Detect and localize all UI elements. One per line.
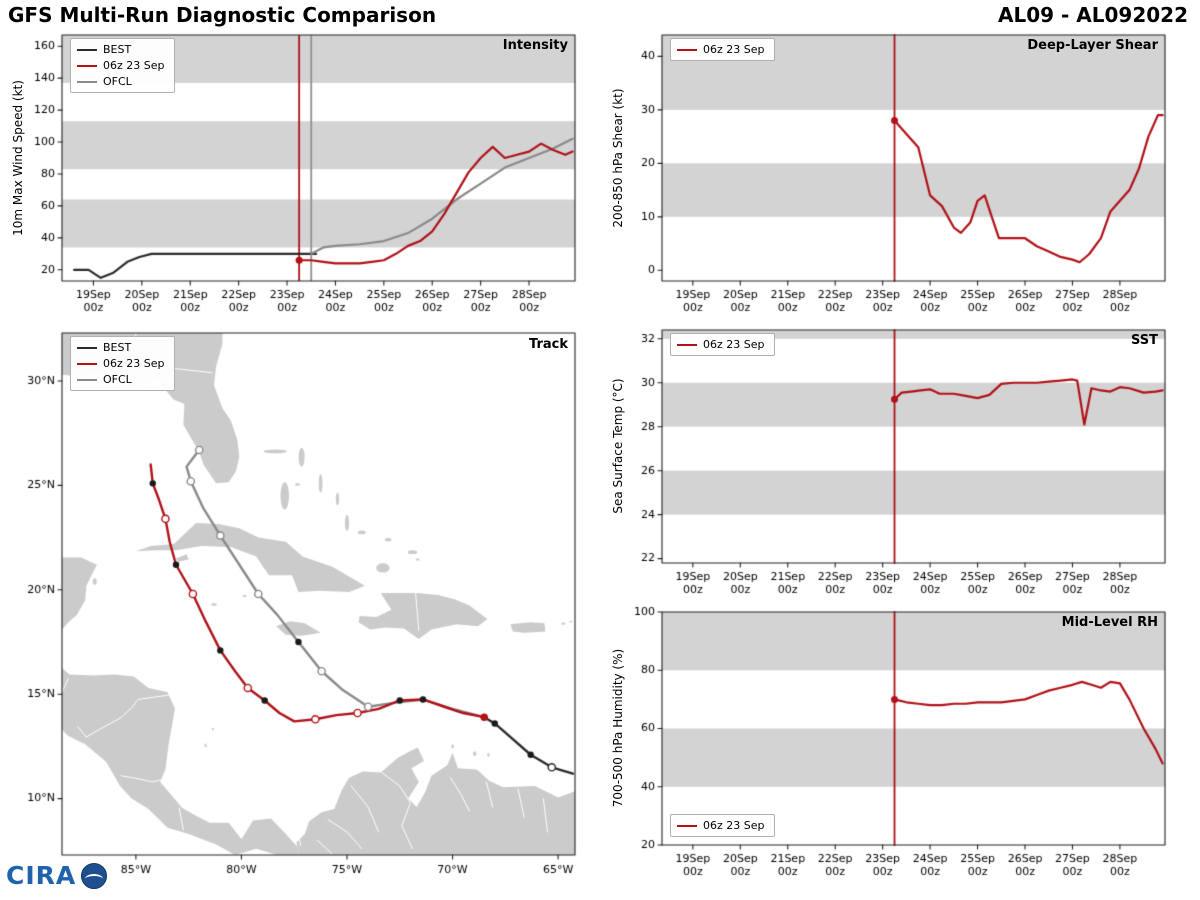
intensity-y-axis-label: 10m Max Wind Speed (kt) <box>11 80 25 236</box>
ofcl-line-swatch <box>77 378 97 381</box>
model-line-swatch <box>677 343 697 346</box>
legend-label-model: 06z 23 Sep <box>703 43 765 56</box>
intensity-legend: BEST 06z 23 Sep OFCL <box>70 38 175 93</box>
storm-id: AL09 - AL092022 <box>998 3 1188 27</box>
rh-y-axis-label: 700-500 hPa Humidity (%) <box>611 648 625 808</box>
sst-y-axis-label: Sea Surface Temp (°C) <box>611 378 625 514</box>
ofcl-line-swatch <box>77 80 97 83</box>
rh-panel-title: Mid-Level RH <box>1061 615 1158 630</box>
shear-legend: 06z 23 Sep <box>670 38 775 61</box>
legend-label-best: BEST <box>103 341 132 354</box>
legend-item-model: 06z 23 Sep <box>77 58 165 73</box>
model-line-swatch <box>677 48 697 51</box>
sst-panel-title: SST <box>1130 333 1158 348</box>
legend-item-best: BEST <box>77 42 165 57</box>
legend-item-model: 06z 23 Sep <box>77 356 165 371</box>
best-line-swatch <box>77 48 97 51</box>
model-line-swatch <box>77 362 97 365</box>
model-line-swatch <box>677 824 697 827</box>
legend-item-best: BEST <box>77 340 165 355</box>
cira-logo-text: CIRA <box>6 861 77 890</box>
model-line-swatch <box>77 64 97 67</box>
track-panel-title: Track <box>529 337 568 352</box>
best-line-swatch <box>77 346 97 349</box>
cira-globe-icon <box>81 862 108 889</box>
track-legend: BEST 06z 23 Sep OFCL <box>70 336 175 391</box>
legend-label-ofcl: OFCL <box>103 373 132 386</box>
rh-legend: 06z 23 Sep <box>670 814 775 837</box>
legend-label-model: 06z 23 Sep <box>703 819 765 832</box>
legend-label-model: 06z 23 Sep <box>103 59 165 72</box>
page-title: GFS Multi-Run Diagnostic Comparison <box>8 3 437 27</box>
legend-item-model: 06z 23 Sep <box>677 337 765 352</box>
legend-label-model: 06z 23 Sep <box>703 338 765 351</box>
legend-item-model: 06z 23 Sep <box>677 42 765 57</box>
legend-label-best: BEST <box>103 43 132 56</box>
shear-panel-title: Deep-Layer Shear <box>1027 38 1158 53</box>
legend-item-ofcl: OFCL <box>77 74 165 89</box>
shear-y-axis-label: 200-850 hPa Shear (kt) <box>611 88 625 228</box>
legend-item-model: 06z 23 Sep <box>677 818 765 833</box>
legend-item-ofcl: OFCL <box>77 372 165 387</box>
cira-logo: CIRA <box>6 861 108 890</box>
sst-legend: 06z 23 Sep <box>670 333 775 356</box>
legend-label-ofcl: OFCL <box>103 75 132 88</box>
legend-label-model: 06z 23 Sep <box>103 357 165 370</box>
intensity-panel-title: Intensity <box>502 38 568 53</box>
